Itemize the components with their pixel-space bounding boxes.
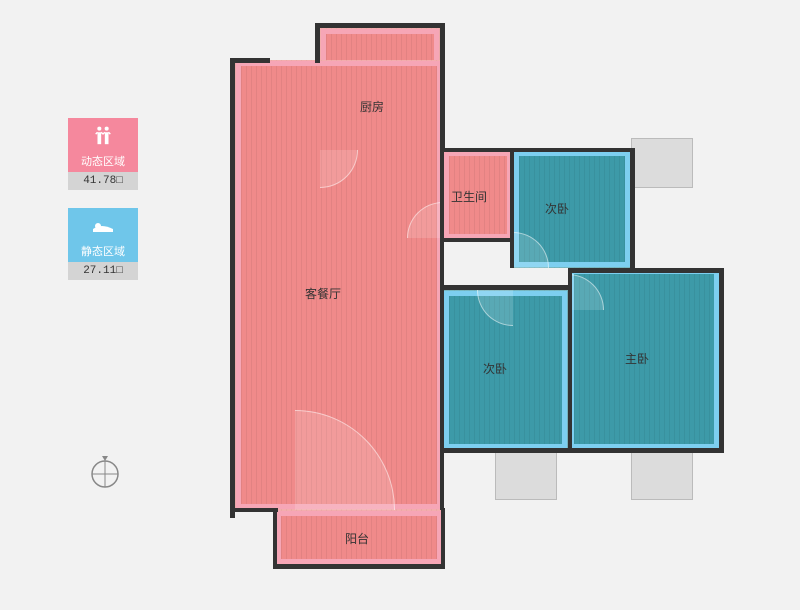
wall — [230, 508, 278, 512]
legend: 动态区域 41.78□ 静态区域 27.11□ — [68, 118, 138, 298]
wall — [440, 150, 444, 510]
wall — [440, 285, 570, 290]
compass-icon — [88, 450, 122, 495]
wall — [315, 23, 445, 28]
wall — [315, 23, 320, 63]
wall — [440, 448, 722, 453]
wall — [443, 148, 633, 152]
room-balcony — [275, 510, 443, 565]
wall — [630, 148, 635, 268]
room-bathroom — [443, 150, 513, 240]
wall — [440, 238, 514, 242]
legend-dynamic-value: 41.78□ — [68, 172, 138, 190]
wall — [273, 564, 445, 569]
wall — [273, 508, 277, 568]
wall — [568, 268, 572, 453]
wall — [230, 58, 270, 63]
wall — [568, 268, 723, 273]
legend-static-label: 静态区域 — [68, 242, 138, 262]
wall — [440, 23, 445, 150]
wall — [510, 148, 514, 268]
floorplan: 厨房客餐厅卫生间次卧次卧主卧阳台 — [235, 20, 735, 578]
sleep-icon — [68, 208, 138, 242]
people-icon — [68, 118, 138, 152]
legend-static: 静态区域 27.11□ — [68, 208, 138, 280]
legend-dynamic-label: 动态区域 — [68, 152, 138, 172]
legend-dynamic: 动态区域 41.78□ — [68, 118, 138, 190]
legend-static-value: 27.11□ — [68, 262, 138, 280]
exterior-block — [631, 138, 693, 188]
wall — [230, 58, 235, 518]
exterior-block — [631, 450, 693, 500]
wall — [719, 268, 724, 453]
exterior-block — [495, 450, 557, 500]
wall — [441, 508, 445, 568]
